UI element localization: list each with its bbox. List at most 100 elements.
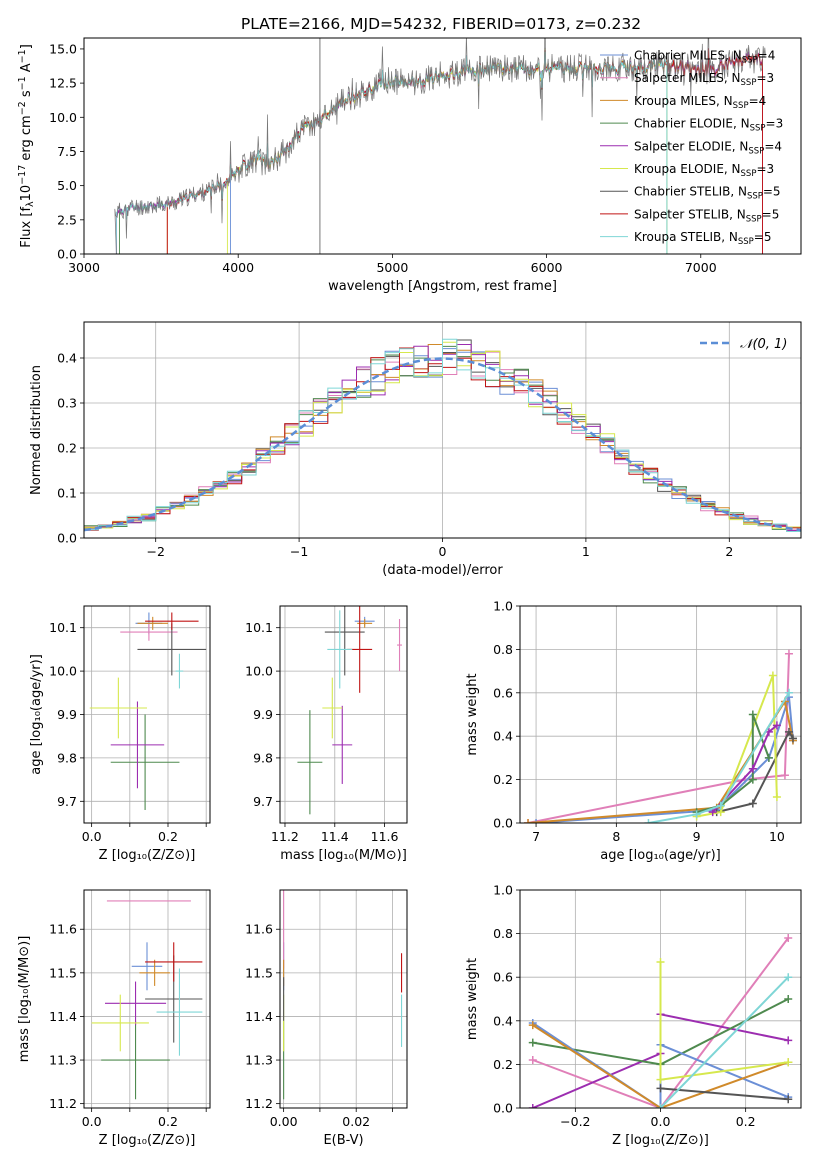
y-tick-label: 0.0 bbox=[493, 816, 513, 831]
axes-frame bbox=[83, 37, 802, 255]
x-axis-label: Z [log₁₀(Z/Z⊙)] bbox=[99, 848, 196, 863]
x-tick-label: 3000 bbox=[68, 260, 100, 275]
plot-area bbox=[524, 649, 797, 823]
axes: 11.2 11.4 11.6 9.7 9.8 9.9 10.0 10.1 mass [log₁₀… bbox=[245, 605, 408, 863]
x-tick-label: 0.02 bbox=[342, 1114, 370, 1129]
y-axis-label: mass weight bbox=[465, 673, 480, 755]
y-tick-label: 9.8 bbox=[57, 750, 77, 765]
axes-frame bbox=[83, 889, 211, 1109]
x-tick-label: 11.4 bbox=[321, 829, 349, 844]
plot-area bbox=[91, 900, 203, 1100]
weight-marker bbox=[784, 973, 793, 982]
y-tick-label: 2.5 bbox=[57, 212, 77, 227]
y-tick-label: 0.8 bbox=[493, 926, 513, 941]
y-tick-label: 10.0 bbox=[49, 110, 77, 125]
spectrum-line-3 bbox=[119, 49, 668, 254]
gaussian-curve bbox=[84, 357, 801, 532]
y-tick-label: 7.5 bbox=[57, 144, 77, 159]
plot-area bbox=[89, 612, 207, 810]
weight-marker bbox=[784, 933, 793, 942]
legend-entry-4: Salpeter ELODIE, NSSP=4 bbox=[634, 139, 782, 156]
plot-area bbox=[297, 606, 403, 815]
weight-line-7 bbox=[648, 692, 790, 823]
y-tick-label: 11.5 bbox=[245, 965, 273, 980]
plot-area bbox=[84, 338, 801, 538]
plot-area bbox=[283, 890, 403, 1100]
weight-line-6 bbox=[711, 724, 778, 813]
y-tick-label: 11.6 bbox=[245, 922, 273, 937]
x-tick-label: −2 bbox=[146, 544, 164, 559]
y-tick-label: 10.1 bbox=[245, 620, 273, 635]
y-tick-label: 11.4 bbox=[49, 1009, 77, 1024]
x-tick-label: 0 bbox=[439, 544, 447, 559]
weight-marker bbox=[784, 1036, 793, 1045]
weight-marker bbox=[784, 649, 793, 658]
y-axis-label: mass weight bbox=[465, 958, 480, 1040]
weight-marker bbox=[748, 775, 757, 784]
weight-marker bbox=[748, 764, 757, 773]
x-tick-label: 0.2 bbox=[736, 1114, 756, 1129]
x-tick-label: 1 bbox=[582, 544, 590, 559]
x-tick-label: 10 bbox=[769, 829, 785, 844]
weight-marker bbox=[748, 710, 757, 719]
weight-marker bbox=[772, 792, 781, 801]
weight-line-4 bbox=[696, 675, 778, 818]
weight-marker bbox=[524, 819, 533, 823]
x-tick-label: 6000 bbox=[531, 260, 563, 275]
x-tick-label: 0.0 bbox=[651, 1114, 671, 1129]
legend-entry-1: Salpeter MILES, NSSP=3 bbox=[634, 71, 774, 88]
y-tick-label: 9.9 bbox=[57, 707, 77, 722]
y-tick-label: 0.0 bbox=[493, 1101, 513, 1116]
x-tick-label: 0.0 bbox=[82, 829, 102, 844]
weight-marker bbox=[716, 801, 725, 810]
y-tick-label: 9.7 bbox=[57, 794, 77, 809]
y-tick-label: 9.8 bbox=[253, 750, 273, 765]
weight-marker bbox=[532, 819, 541, 823]
legend-entry-3: Chabrier ELODIE, NSSP=3 bbox=[634, 117, 783, 134]
x-tick-label: 7 bbox=[532, 829, 540, 844]
weight-marker bbox=[784, 688, 793, 697]
y-tick-label: 12.5 bbox=[49, 76, 77, 91]
axes-frame bbox=[519, 605, 802, 824]
x-tick-label: 11.6 bbox=[371, 829, 399, 844]
legend-entry-0: Chabrier MILES, NSSP=4 bbox=[634, 49, 775, 66]
grid-lines bbox=[280, 890, 407, 1108]
x-axis-label: (data-model)/error bbox=[382, 563, 503, 578]
y-tick-label: 0.6 bbox=[493, 970, 513, 985]
weight-marker bbox=[528, 1104, 537, 1108]
x-tick-label: 0.2 bbox=[158, 1114, 178, 1129]
y-tick-label: 0.0 bbox=[57, 247, 77, 262]
weight-marker bbox=[656, 1104, 665, 1108]
y-tick-label: 11.5 bbox=[49, 965, 77, 980]
grid-lines bbox=[84, 606, 210, 823]
legend-entry-5: Kroupa ELODIE, NSSP=3 bbox=[634, 162, 774, 179]
figure-title: PLATE=2166, MJD=54232, FIBERID=0173, z=0… bbox=[241, 15, 641, 33]
panel-weight_vs_Z: −0.2 0.0 0.2 0.0 0.2 0.4 0.6 0.8 1.0 Z [log₁₀(Z/Z… bbox=[465, 883, 802, 1148]
axes-frame bbox=[279, 889, 408, 1109]
x-tick-label: 9 bbox=[693, 829, 701, 844]
axes: −0.2 0.0 0.2 0.0 0.2 0.4 0.6 0.8 1.0 Z [log₁₀(Z/Z… bbox=[465, 883, 802, 1148]
y-tick-label: 0.1 bbox=[57, 486, 77, 501]
panel-weight_vs_age: 7 8 9 10 0.0 0.2 0.4 0.6 0.8 1.0 age [log₁₀(age/yr… bbox=[465, 599, 802, 863]
weight-line-6 bbox=[660, 1087, 789, 1101]
y-axis-label: mass [log₁₀(M/M⊙)] bbox=[17, 936, 32, 1063]
spectrum-legend: Chabrier MILES, NSSP=4 Salpeter MILES, NS… bbox=[600, 49, 783, 247]
weight-marker bbox=[656, 1084, 665, 1093]
y-tick-label: 11.6 bbox=[49, 922, 77, 937]
x-tick-label: 2 bbox=[725, 544, 733, 559]
y-tick-label: 5.0 bbox=[57, 178, 77, 193]
x-axis-label: Z [log₁₀(Z/Z⊙)] bbox=[99, 1133, 196, 1148]
x-tick-label: 7000 bbox=[685, 260, 717, 275]
weight-marker bbox=[528, 1021, 537, 1030]
axes: 0.0 0.2 9.7 9.8 9.9 10.0 10.1 Z [log₁₀(Z/Z⊙)] ag… bbox=[29, 605, 211, 863]
weight-marker bbox=[780, 771, 789, 780]
y-tick-label: 10.0 bbox=[245, 664, 273, 679]
y-tick-label: 0.8 bbox=[493, 642, 513, 657]
x-tick-label: 0.2 bbox=[158, 829, 178, 844]
y-axis-label: Flux [fλ10−17 erg cm−2 s−1 A−1] bbox=[17, 44, 36, 248]
axes: −2 −1 0 1 2 0.0 0.1 0.2 0.3 0.4 (data-model)/error… bbox=[29, 321, 802, 578]
weight-marker bbox=[788, 734, 797, 743]
y-tick-label: 15.0 bbox=[49, 41, 77, 56]
